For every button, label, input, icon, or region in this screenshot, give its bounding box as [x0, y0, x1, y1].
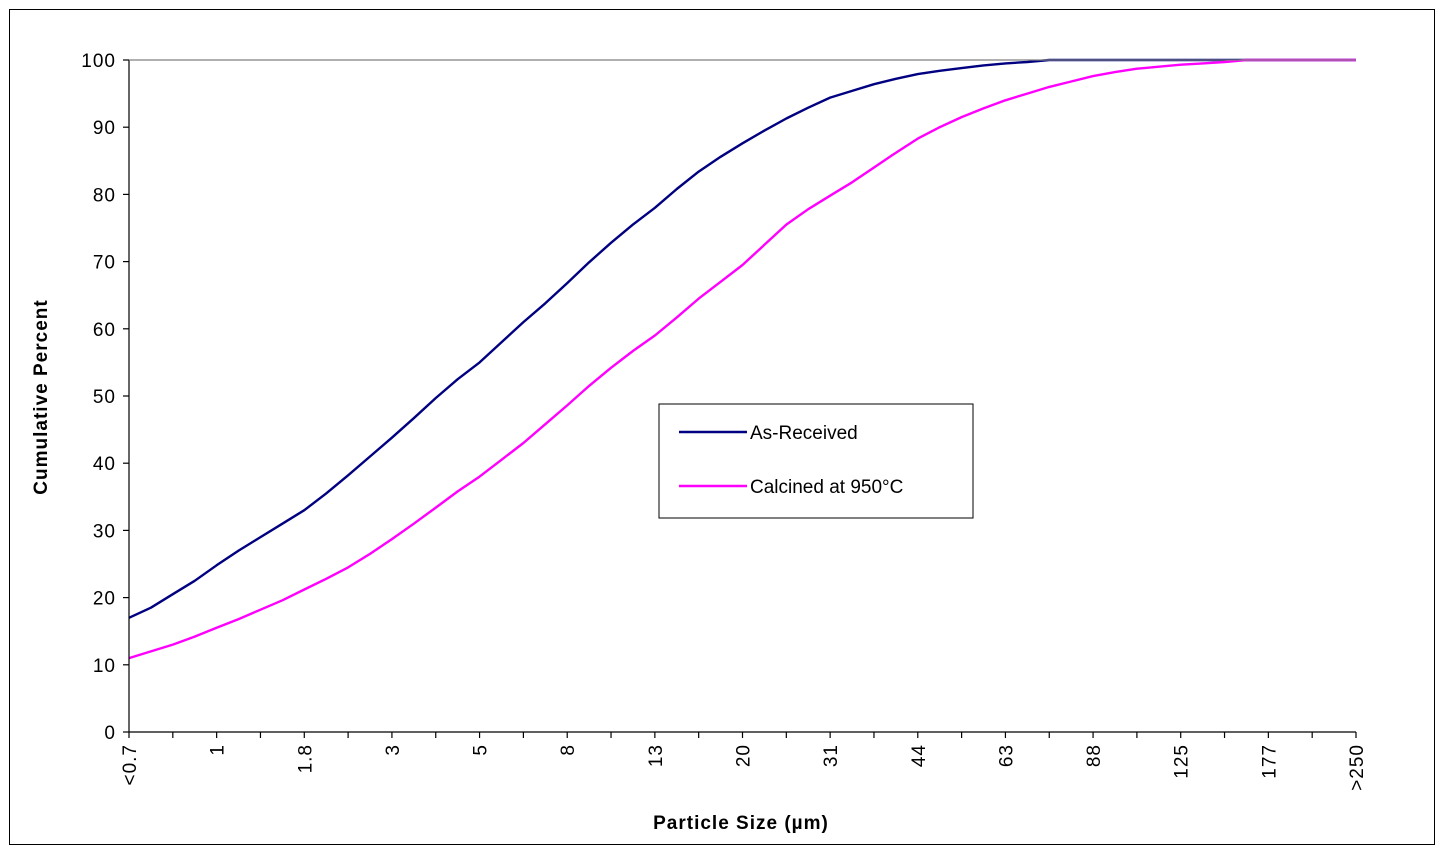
- series-line-as-received: [128, 58, 1356, 619]
- y-tick-label: 90: [93, 118, 116, 139]
- y-axis-ticks: 0 10 20 30 40 50 60 70 80 90 100: [81, 51, 129, 744]
- y-tick-label: 60: [93, 320, 116, 341]
- series-lines: [128, 58, 1356, 660]
- x-tick-label: 5: [471, 744, 492, 756]
- x-axis-title: Particle Size (µm): [653, 813, 829, 834]
- y-axis-title: Cumulative Percent: [31, 299, 52, 494]
- x-tick-label: 3: [383, 744, 404, 756]
- y-tick-label: 20: [93, 589, 116, 610]
- x-tick-label: 88: [1084, 744, 1105, 767]
- y-tick-label: 70: [93, 253, 116, 274]
- legend: As-Received Calcined at 950°C: [658, 403, 974, 519]
- x-axis-ticks: <0.7 1 1.8 3 5 8 13 20 31 44 63 88 125 177 >250: [120, 732, 1368, 791]
- y-tick-label: 40: [93, 454, 116, 475]
- x-tick-label: >250: [1347, 744, 1368, 791]
- x-tick-label: 13: [646, 744, 667, 767]
- x-tick-label: 177: [1259, 744, 1280, 779]
- x-tick-label: 44: [909, 744, 930, 767]
- y-tick-label: 50: [93, 387, 116, 408]
- x-tick-label: 1: [208, 744, 229, 756]
- y-tick-label: 0: [104, 723, 116, 744]
- x-tick-label: 31: [821, 744, 842, 767]
- x-tick-label: 63: [996, 744, 1017, 767]
- y-tick-label: 100: [81, 51, 116, 72]
- legend-label-as-received: As-Received: [750, 423, 858, 444]
- series-line-calcined: [128, 58, 1356, 660]
- y-tick-label: 80: [93, 185, 116, 206]
- x-tick-label: <0.7: [120, 744, 141, 786]
- x-tick-label: 125: [1172, 744, 1193, 779]
- y-tick-label: 30: [93, 521, 116, 542]
- x-tick-label: 20: [734, 744, 755, 767]
- x-tick-label: 8: [558, 744, 579, 756]
- legend-box: [658, 403, 974, 519]
- legend-label-calcined: Calcined at 950°C: [750, 477, 903, 498]
- y-tick-label: 10: [93, 656, 116, 677]
- x-tick-label: 1.8: [295, 744, 316, 773]
